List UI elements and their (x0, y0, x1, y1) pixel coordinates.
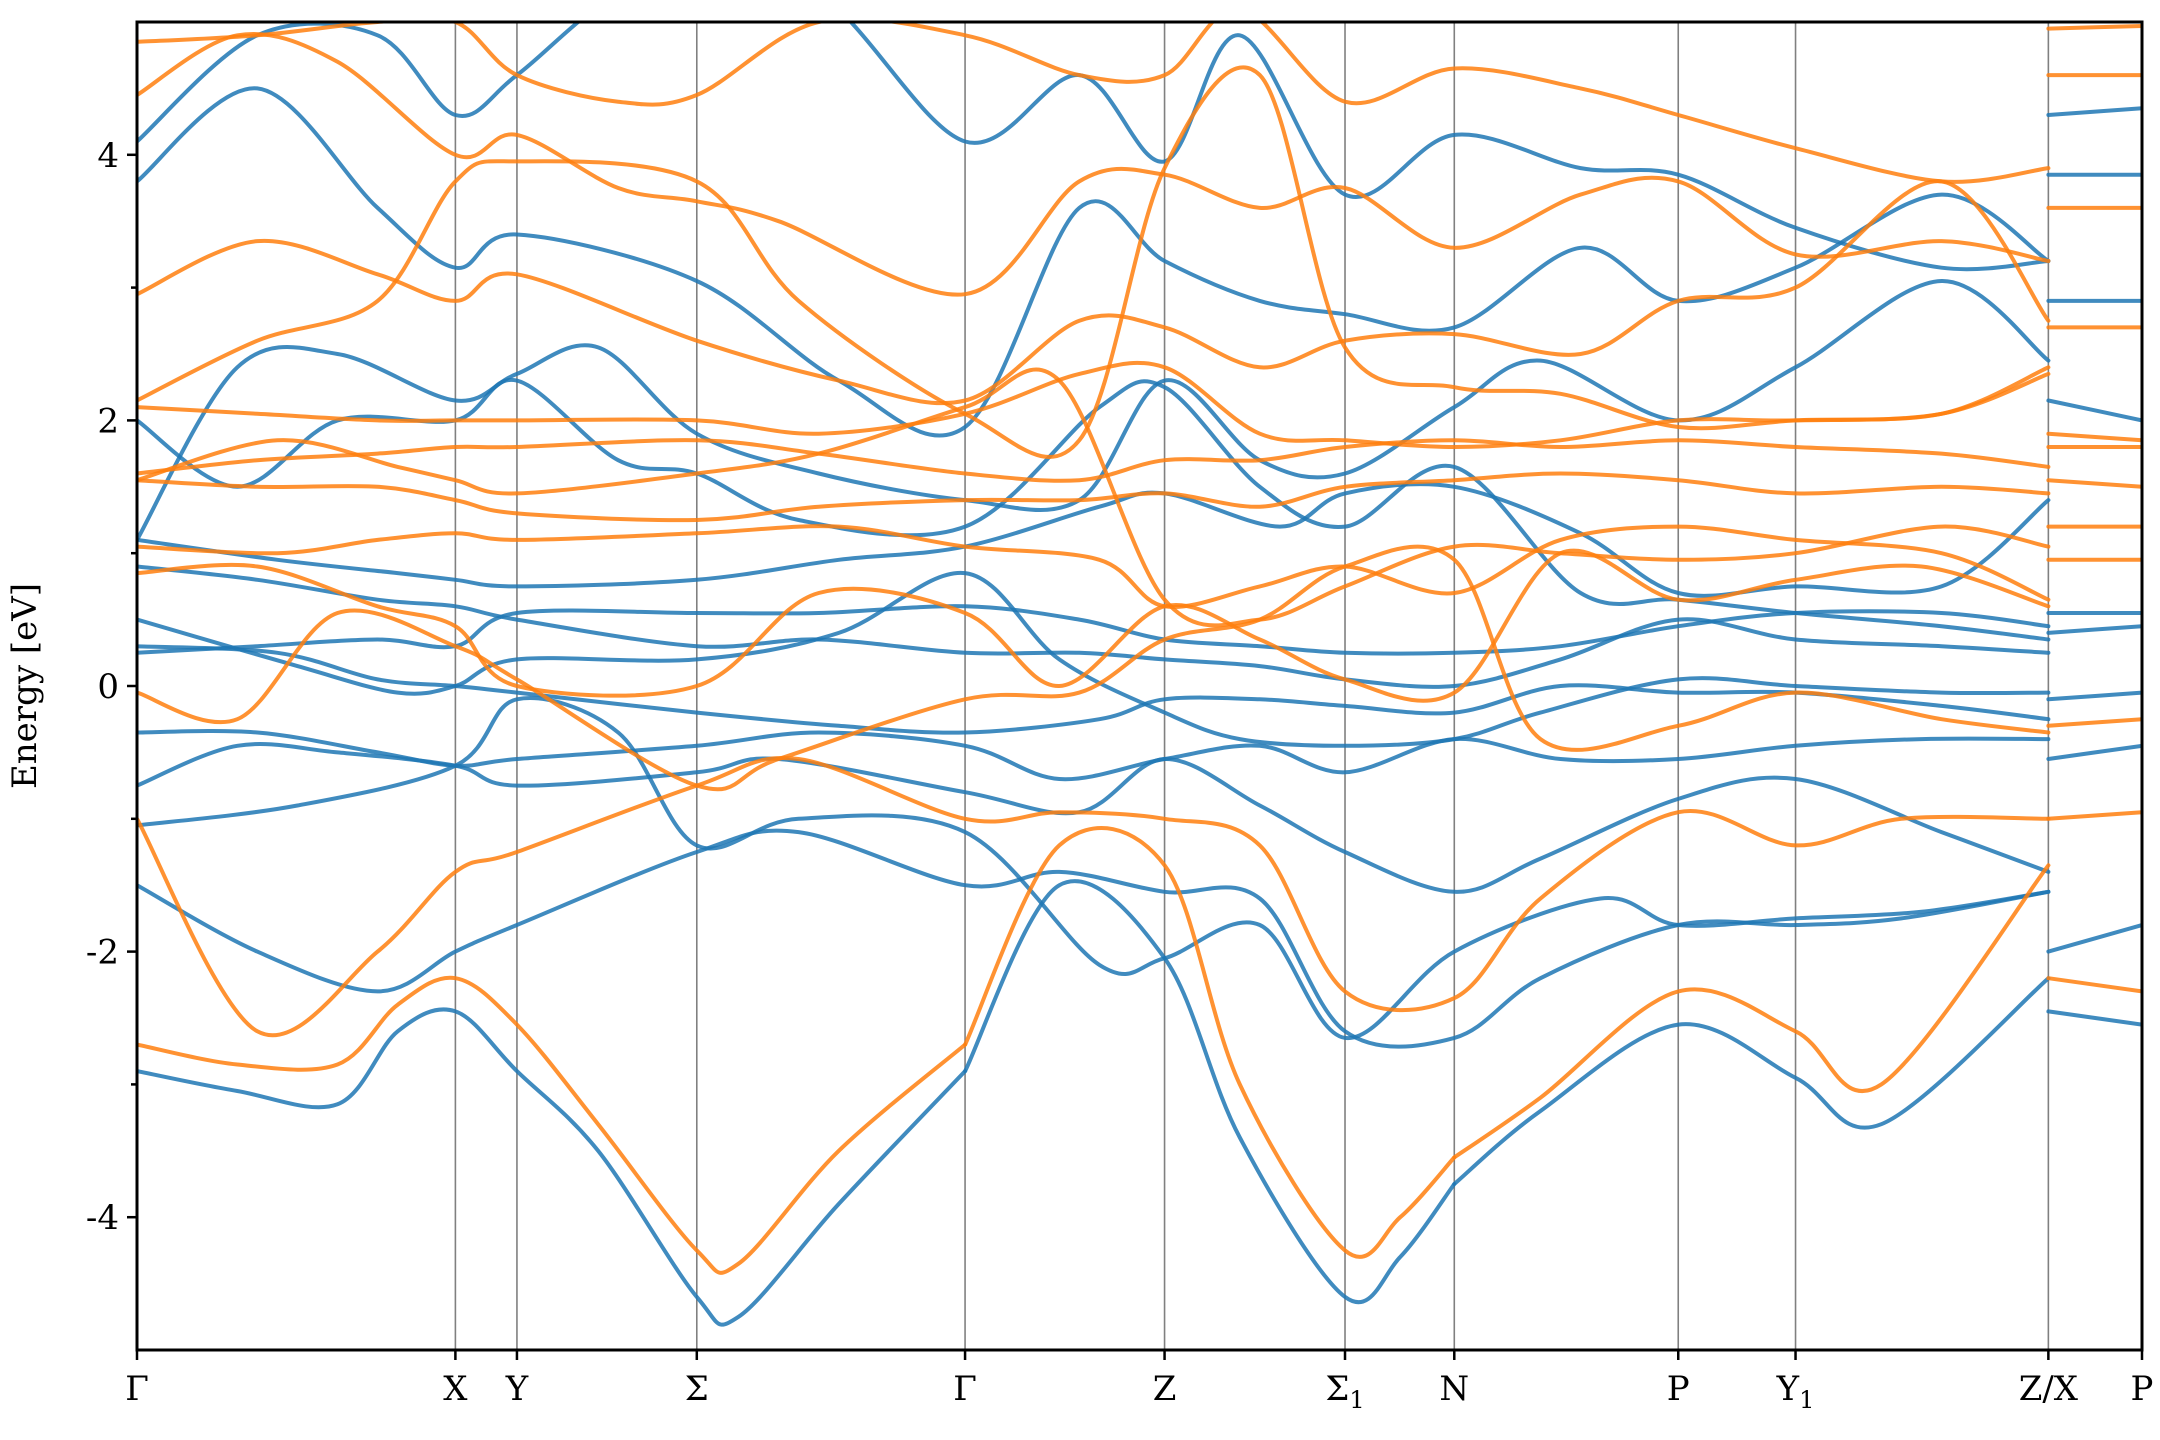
band-line-blue (963, 879, 1457, 1305)
y-tick-label: 2 (97, 401, 119, 441)
band-line-blue (2046, 743, 2142, 761)
band-line-orange (2046, 431, 2142, 443)
y-tick-label: -2 (86, 933, 119, 973)
x-tick-label: Z (1153, 1369, 1177, 1409)
band-line-blue (2046, 106, 2142, 117)
y-axis: -4 -2 0 2 4 (86, 136, 137, 1238)
band-line-orange (963, 826, 1457, 1259)
band-line-blue (137, 571, 2051, 748)
band-line-blue (2046, 690, 2142, 702)
band-line-orange (2046, 810, 2142, 821)
band-line-blue (137, 86, 2051, 438)
band-line-orange (137, 438, 2051, 483)
x-tick-label: X (443, 1369, 468, 1409)
band-line-orange (137, 65, 2051, 460)
band-line-blue (2046, 923, 2142, 954)
band-line-blue (137, 696, 2051, 1040)
x-tick-label: P (1667, 1369, 1690, 1409)
band-line-orange (137, 756, 2051, 1038)
band-line-blue (2046, 398, 2142, 423)
band-line-blue (137, 1007, 968, 1327)
x-tick-label: N (1439, 1369, 1469, 1409)
x-axis: Γ X Y Σ Γ Z Σ1 N P Y1 Z/X P (125, 1350, 2153, 1414)
y-tick-label: 4 (97, 136, 119, 176)
band-line-orange (137, 975, 968, 1275)
band-line-blue (137, 828, 2051, 1049)
band-line-orange (137, 471, 2051, 523)
band-line-blue (2046, 1009, 2142, 1027)
band-line-blue (137, 742, 2051, 894)
band-line-orange (2046, 717, 2142, 728)
band-line-orange (137, 22, 2051, 184)
x-tick-label: Γ (953, 1369, 977, 1409)
band-line-orange (137, 544, 2051, 792)
x-tick-label: Γ (125, 1369, 149, 1409)
band-line-orange (137, 367, 2051, 628)
y-tick-label: -4 (86, 1198, 119, 1238)
band-line-blue (137, 729, 2051, 782)
x-tick-label: Σ1 (1325, 1369, 1364, 1414)
x-tick-label: Y1 (1776, 1369, 1815, 1414)
y-axis-label: Energy [eV] (5, 583, 45, 789)
band-line-blue (1452, 976, 2051, 1186)
band-line-orange (137, 360, 2051, 449)
x-tick-label: Y (505, 1369, 529, 1409)
x-tick-label: Σ (685, 1369, 709, 1409)
x-tick-label: Z/X (2019, 1369, 2079, 1409)
band-line-blue (137, 564, 2051, 689)
y-tick-label: 0 (97, 667, 119, 707)
band-line-orange (137, 524, 2051, 609)
band-line-orange (137, 548, 2051, 703)
band-line-orange (2046, 478, 2142, 489)
band-line-orange (1452, 863, 2051, 1160)
x-tick-label: P (2131, 1369, 2154, 1409)
band-line-orange (137, 31, 2051, 297)
band-line-blue (2046, 624, 2142, 635)
band-line-orange (2046, 976, 2142, 994)
band-line-orange (2046, 24, 2142, 31)
band-lines (137, 22, 2142, 1327)
